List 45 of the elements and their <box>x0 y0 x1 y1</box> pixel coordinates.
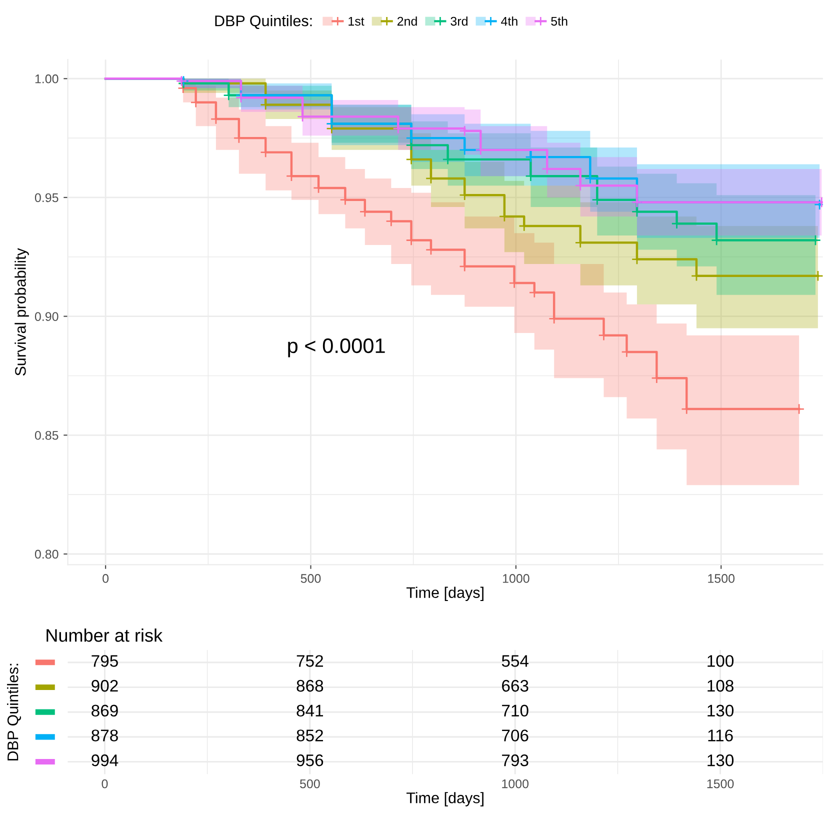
data-label: 841 <box>296 704 324 717</box>
x-tick-label: 1000 <box>502 574 530 583</box>
y-axis-title: DBP Quintiles: <box>7 664 21 760</box>
chart-title: Number at risk <box>46 628 163 642</box>
x-axis-title: Time [days] <box>406 586 484 602</box>
data-label: 130 <box>708 754 734 766</box>
data-label: 868 <box>296 680 324 692</box>
legend-label: 1st <box>348 16 364 26</box>
data-label: 706 <box>502 730 528 742</box>
legend-label: 3rd <box>450 16 468 26</box>
x-tick-label: 1500 <box>708 574 735 583</box>
data-label: 752 <box>296 655 323 667</box>
x-tick-label: 500 <box>300 574 321 583</box>
y-tick-label: 0.95 <box>34 193 58 202</box>
x-tick-label: 0 <box>102 779 108 788</box>
y-tick-label: 0.85 <box>34 430 58 440</box>
data-label: 902 <box>92 680 118 692</box>
data-label: 869 <box>92 704 118 717</box>
annotation: p < 0.0001 <box>288 338 385 358</box>
data-label: 793 <box>502 754 528 766</box>
x-tick-label: 0 <box>102 574 109 583</box>
y-tick-label: 0.90 <box>34 312 58 321</box>
y-axis-title: Survival probability <box>14 248 29 376</box>
data-label: 994 <box>92 754 118 766</box>
data-label: 116 <box>708 730 733 742</box>
data-label: 108 <box>708 680 734 692</box>
x-axis-title: Time [days] <box>406 792 484 806</box>
data-label: 130 <box>708 704 734 717</box>
legend-label: 4th <box>501 16 518 26</box>
data-label: 554 <box>502 655 529 667</box>
x-tick-label: 1500 <box>707 779 734 788</box>
data-label: 663 <box>502 680 528 692</box>
x-tick-label: 1000 <box>502 779 529 788</box>
y-tick-label: 1.00 <box>35 74 58 84</box>
data-label: 956 <box>296 754 324 766</box>
data-label: 852 <box>296 730 323 742</box>
y-tick-label: 0.80 <box>34 550 58 559</box>
legend-title: DBP Quintiles: <box>215 15 312 29</box>
data-label: 100 <box>708 655 734 667</box>
data-label: 795 <box>92 655 118 667</box>
legend-label: 2nd <box>397 16 417 26</box>
x-tick-label: 500 <box>300 779 320 788</box>
data-label: 710 <box>502 704 528 717</box>
legend-label: 5th <box>551 16 568 26</box>
data-label: 878 <box>92 730 118 742</box>
